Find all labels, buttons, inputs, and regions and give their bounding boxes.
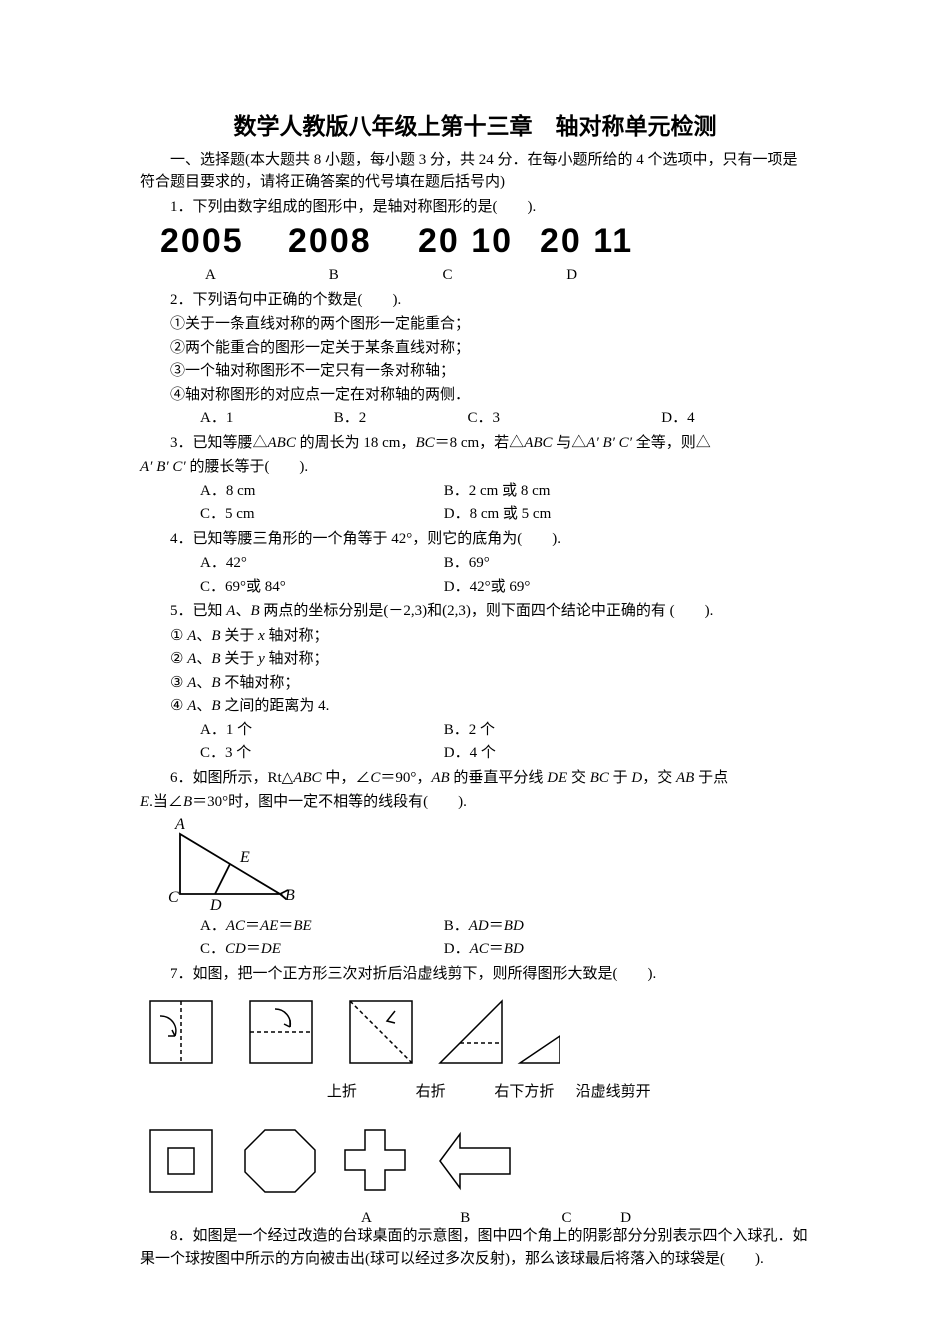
q5-sub4: ④ A、B 之间的距离为 4.: [140, 695, 810, 718]
q6-label-A: A: [174, 816, 185, 833]
q6-figure: A E C D B: [140, 814, 810, 914]
q7-answer-figures: A B C D: [140, 1122, 810, 1230]
q3-optC: C．5 cm: [170, 503, 410, 526]
page-title: 数学人教版八年级上第十三章 轴对称单元检测: [140, 110, 810, 145]
q6-label-E: E: [239, 849, 250, 866]
q5-optB: B．2 个: [414, 719, 495, 742]
q3-stem-cont: A′ B′ C′ 的腰长等于( ).: [140, 456, 810, 479]
q1-labels: A B C D: [160, 264, 810, 287]
q6-choices1: A．AC＝AE＝BE B．AD＝BD: [140, 915, 810, 938]
q3-choices1: A．8 cm B．2 cm 或 8 cm: [140, 480, 810, 503]
q5-choices2: C．3 个 D．4 个: [140, 742, 810, 765]
section-instructions: 一、选择题(本大题共 8 小题，每小题 3 分，共 24 分．在每小题所给的 4…: [140, 149, 810, 194]
q6-label-C: C: [168, 889, 179, 906]
q2-sub3: ③一个轴对称图形不一定只有一条对称轴；: [140, 360, 810, 383]
q5-stem: 5．已知 A、B 两点的坐标分别是(－2,3)和(2,3)，则下面四个结论中正确…: [140, 600, 810, 623]
q2-choices: A．1 B．2 C．3 D．4: [140, 407, 810, 430]
q5-sub3: ③ A、B 不轴对称；: [140, 672, 810, 695]
q6-optB: B．AD＝BD: [414, 915, 524, 938]
year-2010: 20 10: [418, 222, 513, 260]
q6-stem-cont: E.当∠B＝30°时，图中一定不相等的线段有( ).: [140, 791, 810, 814]
q6-stem: 6．如图所示，Rt△ABC 中，∠C＝90°，AB 的垂直平分线 DE 交 BC…: [140, 767, 810, 790]
q5-sub2: ② A、B 关于 y 轴对称；: [140, 648, 810, 671]
q4-optB: B．69°: [414, 552, 490, 575]
q6-optA: A．AC＝AE＝BE: [170, 915, 410, 938]
q6-optC: C．CD＝DE: [170, 938, 410, 961]
q6-label-D: D: [209, 897, 222, 914]
q5-choices1: A．1 个 B．2 个: [140, 719, 810, 742]
q2-sub2: ②两个能重合的图形一定关于某条直线对称；: [140, 337, 810, 360]
q6-choices2: C．CD＝DE D．AC＝BD: [140, 938, 810, 961]
q7-stem: 7．如图，把一个正方形三次对折后沿虚线剪下，则所得图形大致是( ).: [140, 963, 810, 986]
q5-sub1: ① A、B 关于 x 轴对称；: [140, 625, 810, 648]
q3-choices2: C．5 cm D．8 cm 或 5 cm: [140, 503, 810, 526]
q7-fold-figures: 上折 右折 右下方折 沿虚线剪开: [140, 991, 810, 1104]
q2-optC: C．3: [438, 407, 628, 430]
q4-optD: D．42°或 69°: [414, 576, 531, 599]
label-D: D: [566, 264, 577, 287]
q5-optC: C．3 个: [170, 742, 410, 765]
q4-optC: C．69°或 84°: [170, 576, 410, 599]
label-C: C: [443, 264, 563, 287]
q7-fold-labels: 上折 右折 右下方折 沿虚线剪开: [140, 1081, 810, 1104]
q4-optA: A．42°: [170, 552, 410, 575]
q6-optD: D．AC＝BD: [414, 938, 524, 961]
q8-stem: 8．如图是一个经过改造的台球桌面的示意图，图中四个角上的阴影部分分别表示四个入球…: [140, 1225, 810, 1270]
q2-sub4: ④轴对称图形的对应点一定在对称轴的两侧．: [140, 384, 810, 407]
q3-optD: D．8 cm 或 5 cm: [414, 503, 551, 526]
q1-year-figures: 2005 2008 20 10 20 11: [160, 222, 810, 262]
q1-stem: 1．下列由数字组成的图形中，是轴对称图形的是( ).: [140, 196, 810, 219]
q6-label-B: B: [285, 887, 295, 904]
q2-optB: B．2: [304, 407, 434, 430]
q4-choices1: A．42° B．69°: [140, 552, 810, 575]
year-2011: 20 11: [540, 222, 633, 260]
q2-sub1: ①关于一条直线对称的两个图形一定能重合；: [140, 313, 810, 336]
q3-optA: A．8 cm: [170, 480, 410, 503]
label-B: B: [329, 264, 439, 287]
q3-stem: 3．已知等腰△ABC 的周长为 18 cm，BC＝8 cm，若△ABC 与△A′…: [140, 432, 810, 455]
q4-stem: 4．已知等腰三角形的一个角等于 42°，则它的底角为( ).: [140, 528, 810, 551]
q3-optB: B．2 cm 或 8 cm: [414, 480, 551, 503]
q2-optD: D．4: [631, 407, 694, 430]
label-A: A: [205, 264, 325, 287]
q5-optA: A．1 个: [170, 719, 410, 742]
q4-choices2: C．69°或 84° D．42°或 69°: [140, 576, 810, 599]
q2-optA: A．1: [170, 407, 300, 430]
q2-stem: 2．下列语句中正确的个数是( ).: [140, 289, 810, 312]
year-2008: 2008: [288, 222, 372, 260]
q5-optD: D．4 个: [414, 742, 496, 765]
year-2005: 2005: [160, 222, 244, 260]
